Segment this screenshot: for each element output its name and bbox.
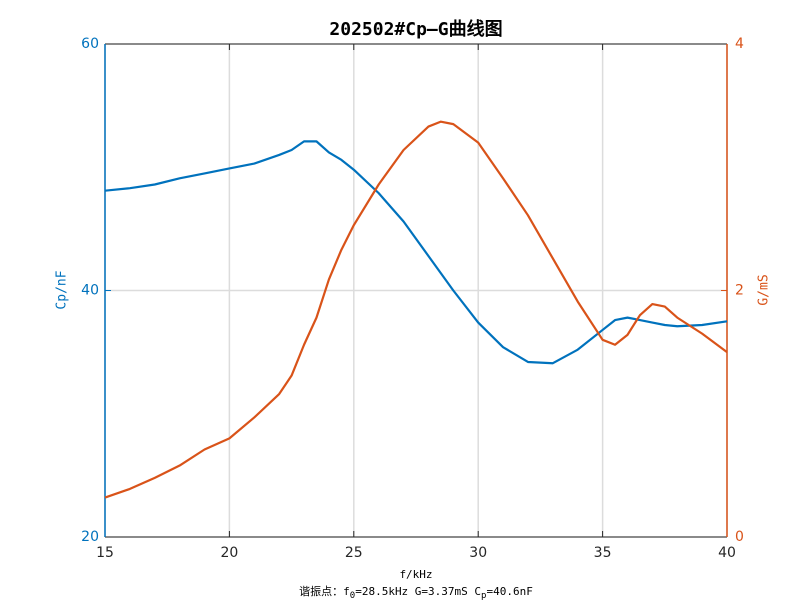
series-line: [104, 120, 728, 499]
annotation-part: =28.5kHz G=3.37mS C: [355, 585, 481, 598]
x-tick-label: 40: [718, 545, 736, 561]
y2-tick-label: 4: [735, 36, 744, 52]
y2-tick-label: 2: [735, 283, 744, 299]
annotation-part: =40.6nF: [486, 585, 532, 598]
y-axis-label: Cp/nF: [55, 270, 70, 309]
annotation-part: 谐振点：f: [299, 584, 350, 598]
annotation: 谐振点：f0=28.5kHz G=3.37mS Cp=40.6nF: [299, 584, 533, 601]
x-tick-label: 35: [594, 545, 612, 561]
x-tick-label: 15: [96, 545, 114, 561]
chart-title: 202502#Cp—G曲线图: [329, 18, 502, 40]
annotation-subscript: p: [481, 591, 486, 601]
y-tick-label: 40: [81, 283, 99, 299]
x-tick-label: 20: [220, 545, 238, 561]
y-tick-label: 20: [81, 529, 99, 545]
y-tick-label: 60: [81, 36, 99, 52]
x-axis-label: f/kHz: [399, 568, 432, 581]
y2-axis-label: G/mS: [757, 274, 772, 305]
series-line: [104, 140, 728, 365]
x-tick-label: 30: [469, 545, 487, 561]
y2-tick-label: 0: [735, 529, 744, 545]
annotation-subscript: 0: [350, 591, 355, 601]
x-tick-label: 25: [345, 545, 363, 561]
